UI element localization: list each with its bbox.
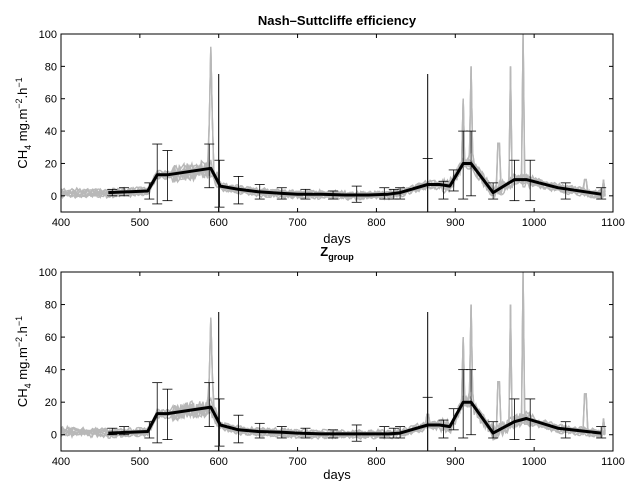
error-bar <box>509 398 520 441</box>
x-tick-label: 600 <box>210 217 228 229</box>
x-tick-label: 1000 <box>522 217 546 229</box>
error-bar <box>204 143 215 189</box>
x-tick-label: 500 <box>131 456 149 468</box>
x-tick-label: 900 <box>446 217 464 229</box>
y-tick-label: 40 <box>45 126 57 138</box>
ensemble-trace <box>61 34 606 197</box>
chart-title: Nash–Suttcliffe efficiency <box>258 13 417 28</box>
x-tick-label: 1100 <box>601 456 625 468</box>
mean-line <box>108 162 602 197</box>
error-bar <box>204 382 215 427</box>
x-axis-label: days <box>323 467 351 481</box>
ensemble-traces <box>61 272 606 441</box>
error-bar <box>488 421 499 439</box>
chart-panel-1: 400 500 600 700 800 900 1000 1100 0 20 40 60 80 100 Na… <box>14 13 625 246</box>
x-tick-label: 800 <box>367 217 385 229</box>
y-tick-label: 40 <box>45 365 57 377</box>
y-axis-label: CH4 mg.m−2.h−1 <box>14 77 33 168</box>
mean-line <box>108 400 602 436</box>
x-tick-label: 800 <box>367 456 385 468</box>
error-bar <box>438 419 449 439</box>
y-tick-label: 60 <box>45 94 57 106</box>
y-tick-label: 100 <box>39 267 57 279</box>
axes-frame <box>60 33 614 213</box>
ensemble-traces <box>61 34 606 202</box>
axes-frame <box>60 271 614 452</box>
x-tick-label: 1000 <box>522 456 546 468</box>
error-bar <box>560 182 571 200</box>
x-tick-label: 600 <box>210 456 228 468</box>
y-tick-label: 0 <box>51 191 57 203</box>
x-tick-label: 400 <box>52 456 70 468</box>
y-tick-label: 80 <box>45 300 57 312</box>
error-bar <box>379 426 390 439</box>
chart-panel-2: 400 500 600 700 800 900 1000 1100 0 20 40 60 80 100 Zg… <box>14 244 625 481</box>
x-axis-label: days <box>323 231 351 246</box>
x-tick-label: 1100 <box>601 217 625 229</box>
y-tick-label: 60 <box>45 332 57 344</box>
x-tick-label: 500 <box>131 217 149 229</box>
x-tick-label: 700 <box>288 456 306 468</box>
y-axis-label: CH4 mg.m−2.h−1 <box>14 316 33 407</box>
chart-title: Zgroup <box>320 244 354 262</box>
x-tick-label: 400 <box>52 217 70 229</box>
y-tick-label: 100 <box>39 29 57 41</box>
x-tick-label: 700 <box>288 217 306 229</box>
ensemble-trace <box>61 272 606 436</box>
x-tick-label: 900 <box>446 456 464 468</box>
y-tick-label: 0 <box>51 430 57 442</box>
y-tick-label: 80 <box>45 61 57 73</box>
y-tick-label: 20 <box>45 397 57 409</box>
y-tick-label: 20 <box>45 158 57 170</box>
